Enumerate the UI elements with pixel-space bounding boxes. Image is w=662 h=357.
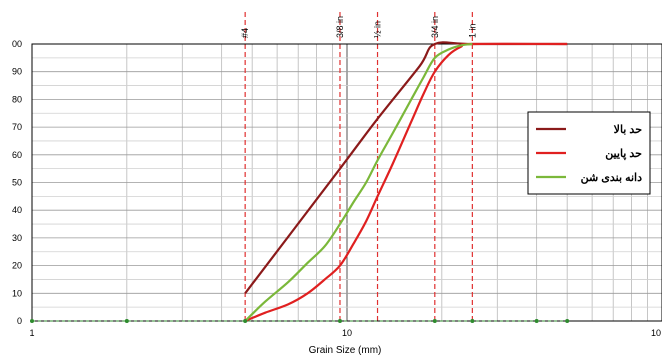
series-line-1 [244,42,568,323]
series-point-3 [470,319,475,323]
legend: حد بالا حد پایین دانه بندی شن [527,111,651,195]
sieve-label: 3/4 in [430,16,440,38]
x-tick-labels: 1 10 10 [29,328,661,338]
series-point-3 [565,319,570,323]
series-point-3 [337,319,342,323]
y-tick-label: 90 [12,67,22,77]
sieve-label: #4 [240,28,250,38]
y-tick-label: 10 [12,288,22,298]
series-lines [30,41,570,323]
y-tick-label: 50 [12,178,22,188]
x-axis-label: Grain Size (mm) [309,345,382,356]
sieve-labels: #4 3/8 in ½ in 3/4 in 1 in [240,16,477,38]
series-line-0 [244,41,568,294]
x-tick-label: 1 [29,328,34,338]
y-tick-label: 0 [17,316,22,326]
y-tick-label: 30 [12,233,22,243]
series-point-3 [124,319,129,323]
sieve-label: 1 in [467,23,477,38]
series-point-3 [534,319,539,323]
y-tick-label: 00 [12,39,22,49]
series-point-3 [432,319,437,323]
y-tick-labels: 0 10 20 30 40 50 60 70 80 90 00 [12,39,22,326]
y-tick-label: 70 [12,122,22,132]
series-line-2 [244,42,473,322]
sieve-label: ½ in [373,21,383,38]
legend-label: حد بالا [614,124,643,136]
x-tick-label: 10 [342,328,352,338]
legend-label: حد پایین [605,148,642,160]
sieve-lines [244,12,473,321]
y-tick-label: 20 [12,261,22,271]
legend-label: دانه بندی شن [581,172,642,184]
series-point-3 [30,319,34,323]
y-tick-label: 80 [12,94,22,104]
x-tick-label: 10 [651,328,661,338]
y-tick-label: 60 [12,150,22,160]
series-point-3 [243,319,248,323]
y-tick-label: 40 [12,205,22,215]
sieve-label: 3/8 in [335,16,345,38]
